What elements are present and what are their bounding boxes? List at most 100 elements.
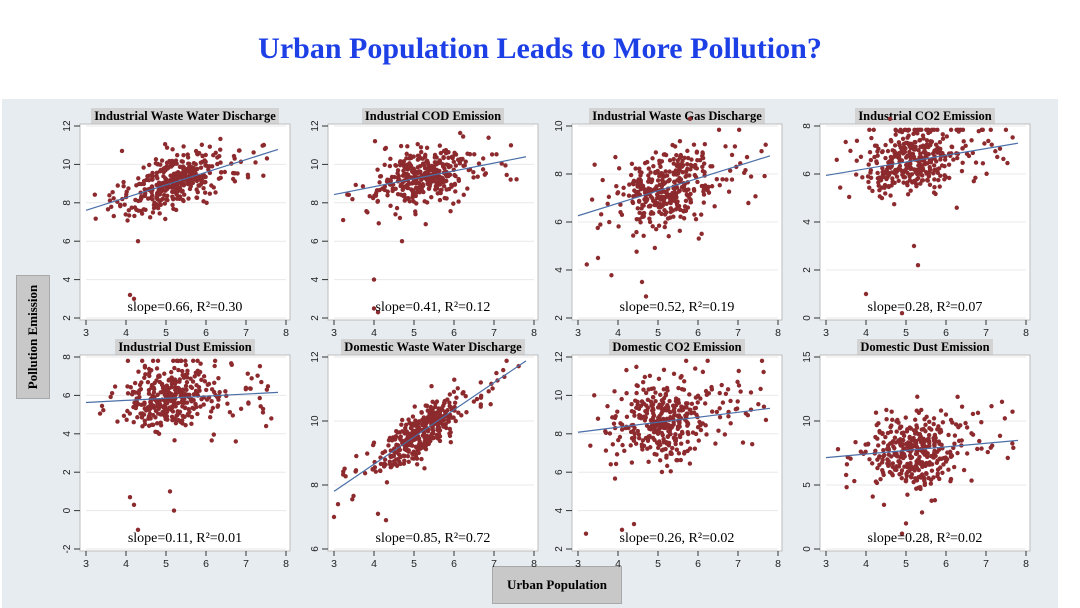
data-point bbox=[655, 431, 661, 436]
data-point bbox=[914, 478, 920, 483]
y-axis-label-box: Pollution Emission bbox=[16, 275, 50, 399]
data-point bbox=[406, 417, 411, 422]
data-point bbox=[888, 441, 893, 446]
data-point bbox=[695, 158, 700, 163]
data-point bbox=[675, 171, 681, 176]
data-point bbox=[937, 140, 943, 145]
data-point bbox=[924, 138, 930, 143]
data-point bbox=[643, 294, 649, 299]
data-point bbox=[685, 205, 691, 210]
data-point bbox=[167, 184, 173, 189]
data-point bbox=[646, 173, 651, 178]
data-point bbox=[185, 178, 190, 184]
data-point bbox=[927, 169, 932, 175]
x-tick-label: 6 bbox=[451, 558, 457, 570]
data-point bbox=[407, 431, 413, 437]
data-point bbox=[607, 431, 613, 436]
data-point bbox=[627, 182, 632, 187]
data-point bbox=[714, 409, 720, 415]
data-point bbox=[183, 173, 189, 179]
data-point bbox=[732, 144, 738, 149]
data-point bbox=[885, 430, 891, 436]
data-point bbox=[418, 145, 424, 150]
data-point bbox=[709, 409, 715, 414]
y-tick-label: 8 bbox=[310, 200, 321, 206]
data-point bbox=[133, 390, 138, 395]
data-point bbox=[419, 456, 424, 462]
data-point bbox=[844, 462, 850, 467]
y-tick-label: 8 bbox=[62, 200, 73, 206]
data-point bbox=[243, 385, 249, 390]
data-point bbox=[869, 461, 875, 466]
data-point bbox=[932, 433, 938, 439]
data-point bbox=[260, 143, 265, 148]
x-tick-label: 5 bbox=[903, 327, 909, 339]
data-point bbox=[163, 168, 168, 173]
data-point bbox=[199, 377, 204, 383]
data-point bbox=[729, 177, 735, 182]
x-tick-label: 5 bbox=[163, 327, 169, 339]
data-point bbox=[460, 391, 465, 396]
data-point bbox=[637, 217, 642, 222]
data-point bbox=[446, 155, 451, 161]
data-point bbox=[126, 213, 132, 218]
data-point bbox=[427, 418, 432, 424]
data-point bbox=[162, 201, 168, 206]
data-point bbox=[883, 171, 888, 176]
data-point bbox=[955, 450, 960, 456]
data-point bbox=[592, 162, 597, 167]
data-point bbox=[646, 434, 651, 439]
data-point bbox=[652, 451, 657, 457]
data-point bbox=[681, 208, 686, 214]
data-point bbox=[182, 414, 187, 419]
data-point bbox=[598, 222, 603, 227]
data-point bbox=[588, 443, 593, 448]
data-point bbox=[387, 459, 393, 464]
scatter-plot: 2 4 6 8 10 12 3 4 5 6 7 8 slope=0.66, R²=0.30 bbox=[62, 120, 291, 339]
data-point bbox=[225, 401, 230, 406]
data-point bbox=[446, 150, 451, 155]
data-point bbox=[422, 466, 427, 471]
data-point bbox=[726, 189, 732, 194]
data-point bbox=[659, 211, 664, 217]
y-tick-label: 10 bbox=[310, 415, 321, 427]
data-point bbox=[362, 471, 368, 476]
data-point bbox=[695, 400, 700, 405]
data-point bbox=[650, 394, 656, 400]
data-point bbox=[456, 410, 461, 415]
data-point bbox=[443, 422, 448, 427]
data-point bbox=[595, 225, 600, 231]
data-point bbox=[889, 139, 894, 144]
data-point bbox=[350, 196, 355, 202]
data-point bbox=[471, 175, 476, 180]
data-point bbox=[884, 416, 889, 422]
data-point bbox=[389, 438, 395, 443]
panel-title: Industrial CO2 Emission bbox=[820, 108, 1030, 124]
data-point bbox=[888, 193, 893, 198]
data-point bbox=[188, 384, 193, 390]
data-point bbox=[970, 150, 976, 156]
y-tick-label: 4 bbox=[62, 431, 73, 437]
data-point bbox=[925, 451, 930, 456]
data-point bbox=[393, 212, 398, 217]
panel-title-text: Industrial CO2 Emission bbox=[855, 108, 995, 124]
data-point bbox=[410, 190, 416, 196]
x-tick-label: 5 bbox=[163, 558, 169, 570]
data-point bbox=[422, 442, 427, 447]
data-point bbox=[619, 427, 625, 432]
data-point bbox=[955, 394, 960, 400]
data-point bbox=[643, 408, 648, 414]
data-point bbox=[209, 409, 214, 414]
data-point bbox=[261, 173, 266, 178]
data-point bbox=[904, 429, 910, 434]
data-point bbox=[199, 396, 204, 402]
data-point bbox=[915, 127, 920, 133]
data-point bbox=[423, 425, 429, 430]
data-point bbox=[668, 469, 673, 474]
y-tick-label: 0 bbox=[62, 507, 73, 513]
data-point bbox=[386, 177, 391, 183]
data-point bbox=[181, 153, 186, 158]
data-point bbox=[863, 291, 869, 297]
data-point bbox=[169, 369, 174, 375]
fit-annotation: slope=0.41, R²=0.12 bbox=[376, 300, 491, 315]
